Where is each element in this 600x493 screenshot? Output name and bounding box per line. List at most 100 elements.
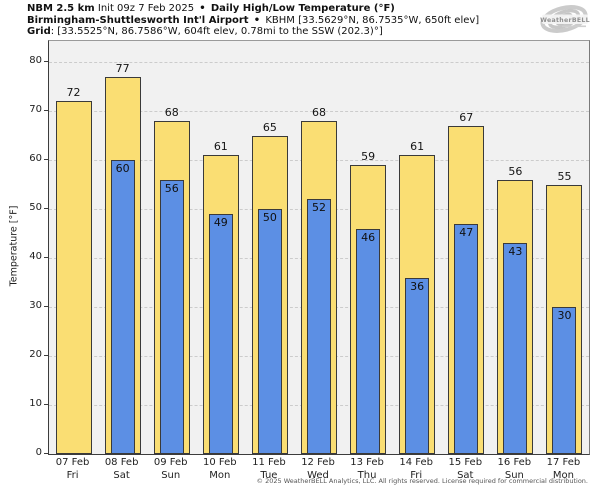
separator-dot: • — [253, 14, 261, 26]
y-tick-mark — [44, 61, 48, 63]
y-tick-label: 40 — [29, 251, 42, 263]
x-tick-date: 10 Feb — [203, 457, 237, 468]
y-tick-label: 70 — [29, 104, 42, 116]
y-tick-mark — [44, 159, 48, 161]
x-tick-weekday: Thu — [357, 470, 377, 481]
y-tick-mark — [44, 306, 48, 308]
high-value-label: 77 — [115, 61, 130, 75]
gridline — [49, 62, 589, 64]
low-value-label: 52 — [312, 201, 326, 215]
x-tick-label: 10 Feb Mon — [190, 456, 250, 482]
logo-text: WeatherBELL — [540, 17, 590, 24]
x-tick-date: 07 Feb — [55, 457, 90, 468]
x-tick-label: 13 Feb Thu — [337, 456, 397, 482]
x-tick-weekday: Fri — [410, 470, 423, 481]
gridline — [49, 111, 589, 113]
y-tick-label: 0 — [35, 447, 42, 458]
x-tick-weekday: Sat — [457, 470, 474, 481]
y-tick-label: 60 — [29, 153, 42, 165]
grid-meta: : [33.5525°N, 86.7586°W, 604ft elev, 0.7… — [50, 26, 383, 37]
header-line-1: NBM 2.5 km Init 09z 7 Feb 2025 • Daily H… — [27, 3, 479, 15]
model-name: NBM 2.5 km — [27, 3, 95, 14]
y-axis-title: Temperature [°F] — [8, 205, 20, 287]
x-tick-date: 08 Feb — [104, 457, 139, 468]
high-value-label: 72 — [66, 86, 81, 100]
x-tick-label: 17 Feb Mon — [533, 456, 593, 482]
low-bar — [257, 209, 282, 454]
x-tick-weekday: Tue — [260, 470, 278, 481]
x-tick-weekday: Fri — [66, 470, 79, 481]
header-line-3: Grid: [33.5525°N, 86.7586°W, 604ft elev,… — [27, 26, 479, 38]
low-value-label: 49 — [213, 215, 228, 229]
x-tick-date: 11 Feb — [252, 457, 286, 468]
low-value-label: 60 — [115, 162, 130, 176]
y-tick-mark — [44, 110, 48, 112]
x-tick-label: 12 Feb Wed — [288, 456, 348, 482]
high-value-label: 68 — [164, 105, 179, 119]
x-tick-weekday: Sun — [504, 470, 524, 481]
low-value-label: 56 — [164, 181, 179, 195]
plot-area: 72 77 60 68 56 61 49 65 50 68 52 59 46 61 36 67 47 56 43 55… — [48, 40, 590, 455]
station-name: Birmingham-Shuttlesworth Int'l Airport — [27, 14, 249, 26]
y-tick-mark — [44, 453, 48, 454]
high-value-label: 68 — [312, 105, 326, 119]
low-value-label: 43 — [508, 245, 523, 259]
y-tick-label: 30 — [29, 300, 42, 312]
chart-header: NBM 2.5 km Init 09z 7 Feb 2025 • Daily H… — [27, 3, 479, 38]
x-tick-label: 14 Feb Fri — [386, 456, 446, 482]
low-bar — [454, 223, 479, 454]
grid-label: Grid — [27, 26, 51, 37]
x-tick-label: 11 Feb Tue — [239, 456, 299, 482]
high-value-label: 59 — [361, 149, 376, 163]
product-title: Daily High/Low Temperature (°F) — [210, 3, 395, 14]
header-line-2: Birmingham-Shuttlesworth Int'l Airport •… — [27, 15, 479, 27]
low-bar — [110, 160, 135, 454]
y-tick-label: 20 — [29, 349, 42, 361]
x-tick-date: 09 Feb — [153, 457, 188, 468]
high-value-label: 67 — [459, 110, 474, 124]
low-bar — [307, 199, 331, 454]
x-tick-date: 16 Feb — [497, 457, 532, 468]
high-value-label: 56 — [508, 164, 523, 178]
low-value-label: 46 — [361, 230, 376, 244]
x-tick-label: 16 Feb Sun — [484, 456, 544, 482]
station-meta: KBHM [33.5629°N, 86.7535°W, 650ft elev] — [265, 14, 480, 26]
x-tick-date: 13 Feb — [350, 457, 384, 468]
high-value-label: 55 — [557, 169, 572, 183]
low-value-label: 50 — [262, 211, 277, 225]
x-tick-weekday: Mon — [209, 470, 231, 481]
y-tick-label: 10 — [29, 398, 42, 409]
x-tick-label: 08 Feb Sat — [92, 456, 152, 482]
y-tick-label: 50 — [29, 202, 42, 214]
x-tick-label: 15 Feb Sat — [435, 456, 495, 482]
x-tick-weekday: Sun — [161, 470, 181, 481]
low-value-label: 36 — [410, 279, 425, 293]
low-bar — [552, 307, 577, 454]
x-tick-date: 15 Feb — [448, 457, 483, 468]
low-bar — [208, 213, 233, 454]
x-tick-weekday: Sat — [113, 470, 130, 481]
y-tick-mark — [44, 257, 48, 259]
copyright-notice: © 2025 WeatherBELL Analytics, LLC. All r… — [256, 477, 588, 485]
y-tick-mark — [44, 404, 48, 405]
x-tick-date: 14 Feb — [399, 457, 433, 468]
x-tick-date: 17 Feb — [546, 457, 581, 468]
low-value-label: 47 — [459, 225, 474, 239]
high-bar — [55, 101, 92, 454]
x-tick-label: 07 Feb Fri — [43, 456, 103, 482]
separator-dot: • — [199, 3, 206, 14]
low-bar — [159, 179, 184, 454]
high-value-label: 61 — [410, 140, 425, 154]
x-tick-label: 09 Feb Sun — [141, 456, 201, 482]
init-time: Init 09z 7 Feb 2025 — [97, 3, 195, 14]
x-tick-date: 12 Feb — [301, 457, 335, 468]
weatherbell-logo-icon: WeatherBELL — [540, 5, 590, 33]
y-tick-label: 80 — [29, 55, 42, 67]
x-tick-weekday: Wed — [307, 470, 329, 481]
y-tick-mark — [44, 355, 48, 357]
low-bar — [405, 277, 430, 454]
low-bar — [503, 243, 528, 454]
high-value-label: 65 — [262, 120, 277, 134]
high-value-label: 61 — [213, 140, 228, 154]
